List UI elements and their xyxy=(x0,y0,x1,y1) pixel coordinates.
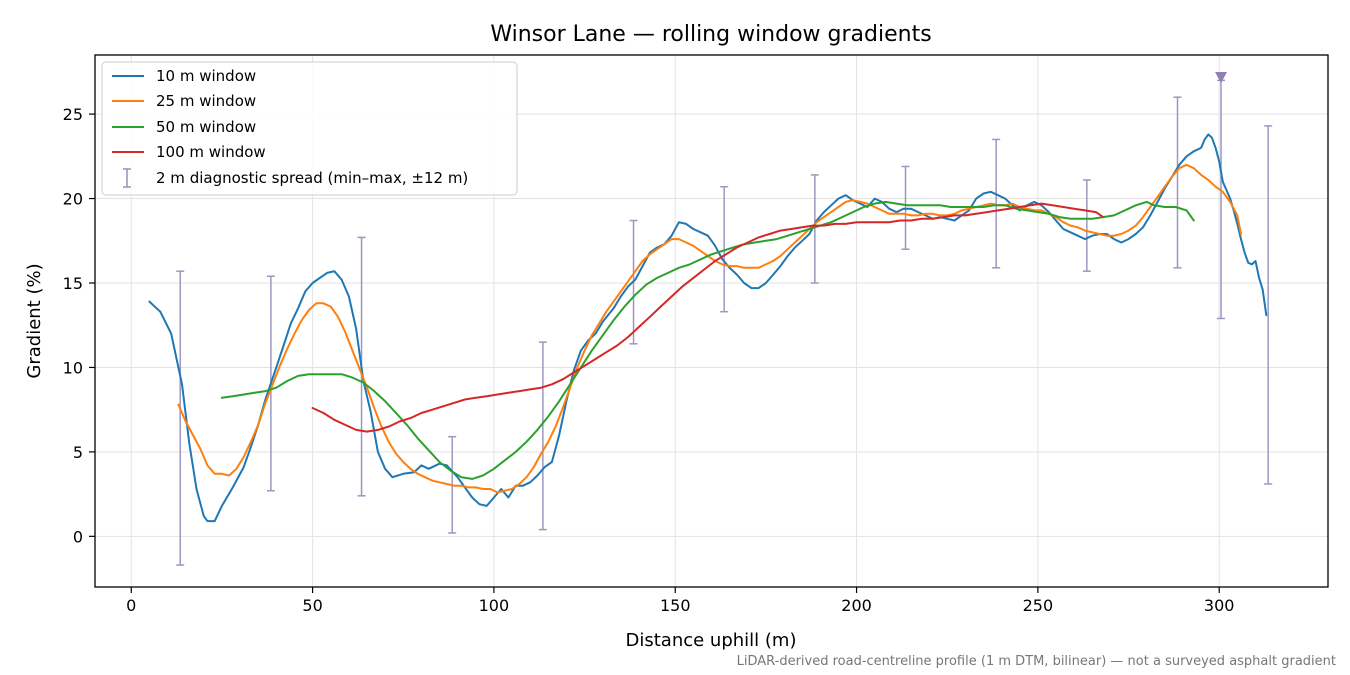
errorbar xyxy=(992,138,1001,269)
errorbar xyxy=(1082,179,1091,272)
series-line-2 xyxy=(220,200,1195,480)
y-tick-label: 20 xyxy=(63,190,83,209)
x-axis-label: Distance uphill (m) xyxy=(626,630,797,651)
legend-label-10m: 10 m window xyxy=(156,67,256,85)
legend-label-50m: 50 m window xyxy=(156,118,256,136)
errorbar xyxy=(176,270,185,566)
y-tick-label: 25 xyxy=(63,105,83,124)
legend-label-errorbar: 2 m diagnostic spread (min–max, ±12 m) xyxy=(156,169,468,187)
legend-label-25m: 25 m window xyxy=(156,92,256,110)
x-tick-label: 150 xyxy=(660,596,691,615)
plot-frame xyxy=(94,54,1329,588)
errorbar-series xyxy=(176,79,1273,566)
errorbar xyxy=(720,185,729,313)
errorbar xyxy=(1264,125,1273,485)
series-line-1 xyxy=(177,163,1242,494)
series-line-3 xyxy=(311,202,1105,433)
y-axis-label: Gradient (%) xyxy=(24,263,45,378)
y-tick-label: 15 xyxy=(63,274,83,293)
x-tick-label: 50 xyxy=(302,596,322,615)
legend: 10 m window 25 m window 50 m window 100 … xyxy=(101,61,518,196)
legend-swatch-errorbar xyxy=(123,168,131,188)
x-tick-label: 300 xyxy=(1204,596,1235,615)
ticks: 0 50 100 150 200 250 300 0 5 10 15 20 25 xyxy=(63,105,1235,615)
legend-label-100m: 100 m window xyxy=(156,143,266,161)
series-lines xyxy=(148,133,1268,523)
marker-layer xyxy=(1215,71,1228,83)
legend-box xyxy=(101,61,518,196)
x-tick-label: 200 xyxy=(841,596,872,615)
errorbar xyxy=(1173,96,1182,269)
errorbar xyxy=(538,341,547,531)
y-tick-label: 5 xyxy=(73,443,83,462)
x-tick-label: 0 xyxy=(126,596,136,615)
caption: LiDAR-derived road-centreline profile (1… xyxy=(737,654,1336,669)
x-tick-label: 100 xyxy=(479,596,510,615)
errorbar xyxy=(810,174,819,284)
chart-title: Winsor Lane — rolling window gradients xyxy=(490,22,931,47)
marker-triangle xyxy=(1215,71,1228,83)
series-line-0 xyxy=(148,133,1268,523)
y-tick-label: 0 xyxy=(73,527,83,546)
y-tick-label: 10 xyxy=(63,358,83,377)
x-tick-label: 250 xyxy=(1023,596,1054,615)
